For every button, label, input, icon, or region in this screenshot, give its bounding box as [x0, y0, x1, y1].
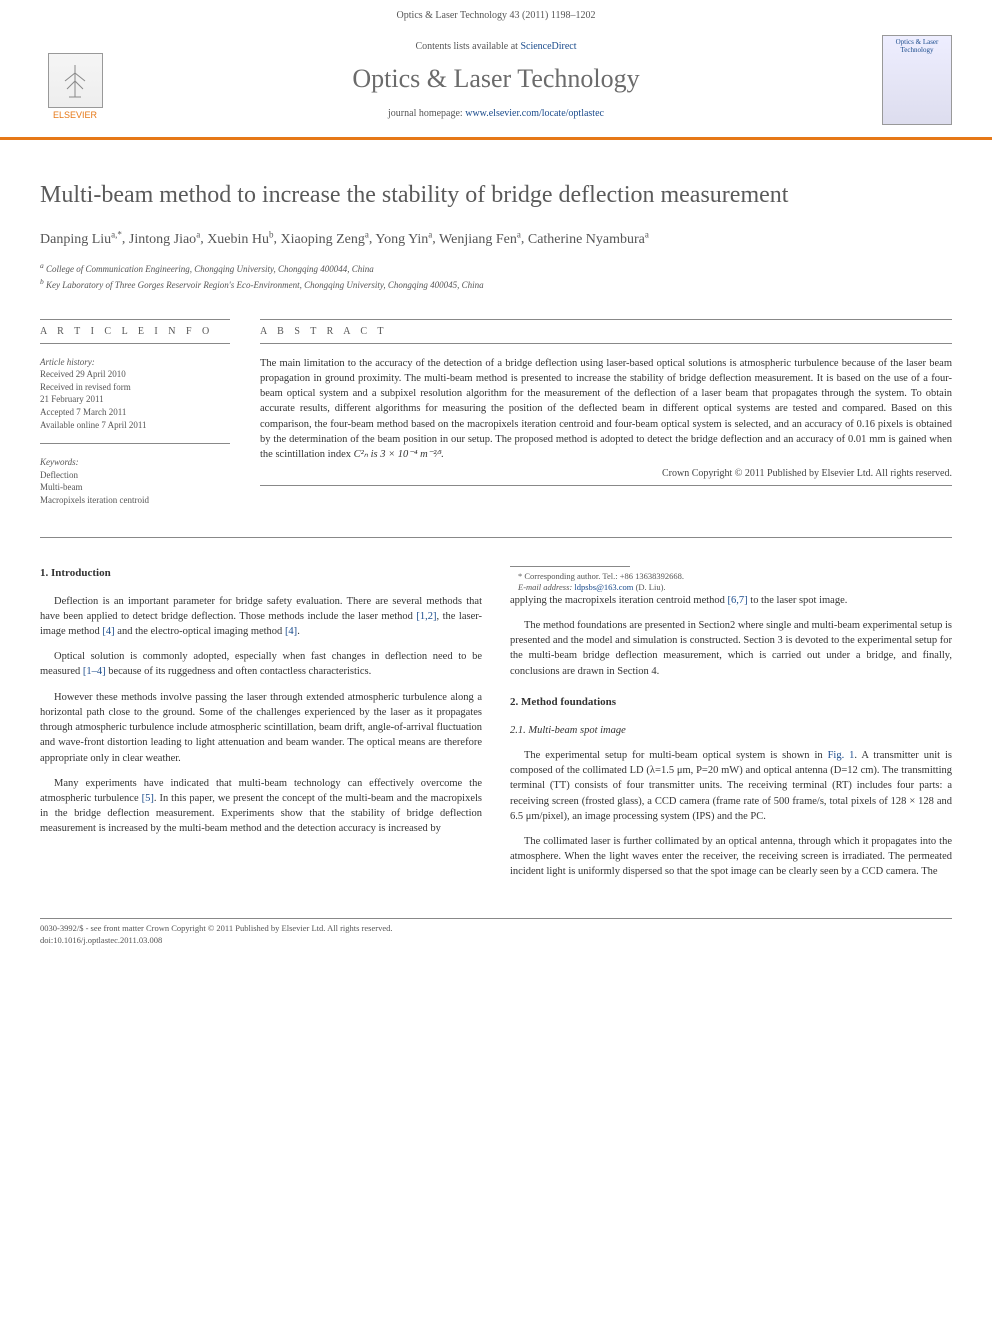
keyword: Deflection — [40, 469, 230, 482]
elsevier-tree-icon — [48, 53, 103, 108]
corresponding-mark: * — [117, 229, 122, 239]
body-paragraph: Optical solution is commonly adopted, es… — [40, 649, 482, 679]
author: Jintong Jiaoa — [129, 232, 200, 247]
affiliation: b Key Laboratory of Three Gorges Reservo… — [40, 276, 952, 293]
history-line: Received in revised form — [40, 381, 230, 394]
history-line: Received 29 April 2010 — [40, 368, 230, 381]
keywords-label: Keywords: — [40, 456, 230, 469]
body-paragraph: The collimated laser is further collimat… — [510, 834, 952, 880]
footnote-block: * Corresponding author. Tel.: +86 136383… — [510, 566, 952, 593]
authors-list: Danping Liua,*, Jintong Jiaoa, Xuebin Hu… — [40, 228, 952, 250]
elsevier-label: ELSEVIER — [53, 110, 97, 120]
article-info-column: A R T I C L E I N F O Article history: R… — [40, 313, 230, 513]
author: Xuebin Hub — [207, 232, 273, 247]
header-box: ELSEVIER Contents lists available at Sci… — [40, 25, 952, 137]
history-line: Accepted 7 March 2011 — [40, 406, 230, 419]
homepage-line: journal homepage: www.elsevier.com/locat… — [110, 108, 882, 119]
elsevier-logo[interactable]: ELSEVIER — [40, 40, 110, 120]
copyright-line: Crown Copyright © 2011 Published by Else… — [260, 468, 952, 479]
journal-name: Optics & Laser Technology — [110, 64, 882, 94]
article-title: Multi-beam method to increase the stabil… — [40, 180, 952, 210]
header-center: Contents lists available at ScienceDirec… — [110, 41, 882, 119]
contents-line: Contents lists available at ScienceDirec… — [110, 41, 882, 52]
body-paragraph: However these methods involve passing th… — [40, 690, 482, 766]
body-separator — [40, 537, 952, 538]
citation-link[interactable]: [4] — [285, 626, 297, 637]
info-abstract-row: A R T I C L E I N F O Article history: R… — [40, 313, 952, 513]
keywords-block: Keywords: Deflection Multi-beam Macropix… — [40, 450, 230, 512]
body-paragraph: applying the macropixels iteration centr… — [510, 593, 952, 608]
article-info-heading: A R T I C L E I N F O — [40, 326, 230, 337]
body-paragraph: The experimental setup for multi-beam op… — [510, 748, 952, 824]
header-bar: Optics & Laser Technology 43 (2011) 1198… — [0, 0, 992, 140]
article-history: Article history: Received 29 April 2010 … — [40, 350, 230, 438]
abstract-text: The main limitation to the accuracy of t… — [260, 350, 952, 463]
email-link[interactable]: ldpsbs@163.com — [574, 582, 633, 592]
citation-link[interactable]: [6,7] — [728, 595, 748, 606]
footnote-separator — [510, 566, 630, 567]
article-content: Multi-beam method to increase the stabil… — [0, 140, 992, 908]
history-line: 21 February 2011 — [40, 393, 230, 406]
body-columns: 1. Introduction Deflection is an importa… — [40, 566, 952, 889]
footer-line: 0030-3992/$ - see front matter Crown Cop… — [40, 923, 952, 935]
journal-cover-thumbnail[interactable]: Optics & Laser Technology — [882, 35, 952, 125]
homepage-prefix: journal homepage: — [388, 108, 465, 119]
journal-reference: Optics & Laser Technology 43 (2011) 1198… — [40, 6, 952, 25]
homepage-link[interactable]: www.elsevier.com/locate/optlastec — [465, 108, 604, 119]
author: Danping Liua,* — [40, 232, 122, 247]
cover-label: Optics & Laser Technology — [896, 38, 939, 54]
section-heading: 1. Introduction — [40, 566, 482, 582]
footer: 0030-3992/$ - see front matter Crown Cop… — [40, 918, 952, 967]
body-paragraph: Deflection is an important parameter for… — [40, 594, 482, 640]
sciencedirect-link[interactable]: ScienceDirect — [520, 41, 576, 52]
email-footnote: E-mail address: ldpsbs@163.com (D. Liu). — [510, 582, 952, 593]
author: Yong Yina — [375, 232, 432, 247]
citation-link[interactable]: [1–4] — [83, 666, 106, 677]
author: Xiaoping Zenga — [281, 232, 369, 247]
abstract-heading: A B S T R A C T — [260, 326, 952, 337]
body-paragraph: The method foundations are presented in … — [510, 618, 952, 679]
affiliations: a College of Communication Engineering, … — [40, 260, 952, 293]
author: Wenjiang Fena — [439, 232, 521, 247]
affiliation: a College of Communication Engineering, … — [40, 260, 952, 277]
body-paragraph: Many experiments have indicated that mul… — [40, 776, 482, 837]
citation-link[interactable]: [1,2] — [416, 611, 436, 622]
citation-link[interactable]: [4] — [102, 626, 114, 637]
abstract-math: C²ₙ is 3 × 10⁻⁴ m⁻²⁄³. — [354, 449, 444, 460]
keyword: Multi-beam — [40, 481, 230, 494]
history-line: Available online 7 April 2011 — [40, 419, 230, 432]
history-label: Article history: — [40, 356, 230, 369]
abstract-column: A B S T R A C T The main limitation to t… — [260, 313, 952, 513]
contents-prefix: Contents lists available at — [415, 41, 520, 52]
corresponding-footnote: * Corresponding author. Tel.: +86 136383… — [510, 571, 952, 582]
subsection-heading: 2.1. Multi-beam spot image — [510, 723, 952, 738]
doi-line: doi:10.1016/j.optlastec.2011.03.008 — [40, 935, 952, 947]
keyword: Macropixels iteration centroid — [40, 494, 230, 507]
citation-link[interactable]: [5] — [142, 793, 154, 804]
figure-link[interactable]: Fig. 1 — [828, 750, 855, 761]
author: Catherine Nyamburaa — [528, 232, 649, 247]
section-heading: 2. Method foundations — [510, 695, 952, 711]
